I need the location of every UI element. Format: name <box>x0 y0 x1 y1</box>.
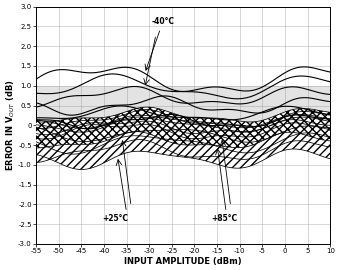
Text: +85°C: +85°C <box>211 214 237 223</box>
Y-axis label: ERROR IN V$_{OUT}$ (dB): ERROR IN V$_{OUT}$ (dB) <box>4 79 17 171</box>
X-axis label: INPUT AMPLITUDE (dBm): INPUT AMPLITUDE (dBm) <box>124 257 242 266</box>
Bar <box>36 86 330 125</box>
Text: -40°C: -40°C <box>151 17 174 26</box>
Text: +25°C: +25°C <box>102 214 128 223</box>
